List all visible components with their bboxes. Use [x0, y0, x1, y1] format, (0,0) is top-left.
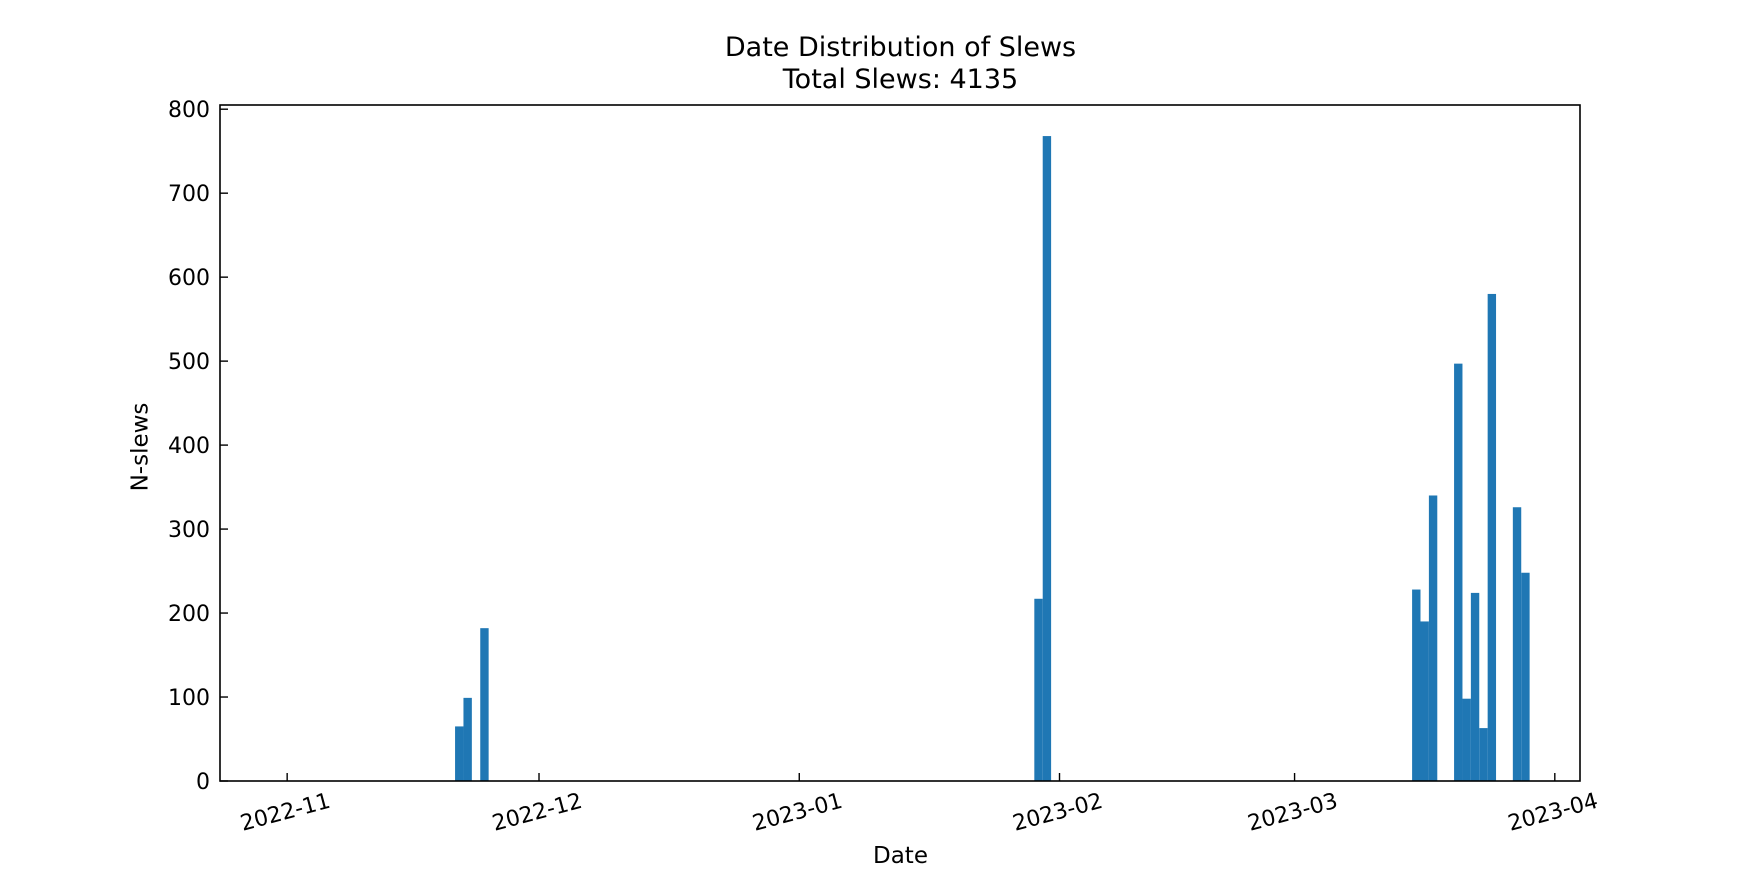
bar-2023-03-22 [1470, 592, 1480, 781]
bar-2023-03-28 [1521, 572, 1530, 781]
chart-subtitle: Total Slews: 4135 [782, 64, 1019, 95]
y-tick-label: 500 [168, 350, 210, 375]
y-axis-ticks: 0 100 200 300 400 500 600 700 800 [168, 98, 228, 795]
y-tick-label: 600 [168, 266, 210, 291]
y-tick-label: 100 [168, 686, 210, 711]
y-tick-label: 700 [168, 182, 210, 207]
bar-2023-03-17 [1428, 495, 1438, 781]
bar-2023-03-16 [1420, 621, 1429, 781]
bar-2022-11-21 [455, 726, 464, 781]
y-tick-label: 200 [168, 602, 210, 627]
x-tick-label: 2023-03 [1245, 789, 1340, 837]
bar-2023-03-27 [1512, 507, 1522, 781]
x-tick-label: 2022-11 [238, 789, 333, 837]
bar-2023-03-24 [1487, 293, 1497, 781]
bar-2022-11-24 [480, 628, 489, 781]
bar-2023-03-20 [1454, 363, 1463, 781]
x-axis-label: Date [873, 843, 928, 869]
bar-2023-01-30 [1042, 136, 1052, 781]
x-axis-ticks: 2022-11 2022-12 2023-01 2023-02 2023-03 2023-… [238, 773, 1601, 837]
bar-2023-03-21 [1462, 698, 1471, 781]
y-tick-label: 400 [168, 434, 210, 459]
x-tick-label: 2022-12 [490, 789, 585, 837]
y-tick-label: 0 [196, 770, 210, 795]
x-tick-label: 2023-04 [1506, 789, 1601, 837]
y-tick-label: 300 [168, 518, 210, 543]
bar-2023-01-29 [1034, 598, 1043, 781]
bars-group [455, 136, 1530, 781]
bar-2022-11-22 [463, 697, 472, 781]
bar-2023-03-15 [1412, 589, 1421, 781]
x-tick-label: 2023-02 [1010, 789, 1105, 837]
bar-2023-03-23 [1479, 728, 1488, 781]
y-tick-label: 800 [168, 98, 210, 123]
x-tick-label: 2023-01 [750, 789, 845, 837]
chart-title: Date Distribution of Slews [724, 32, 1077, 63]
plot-frame [219, 104, 1581, 782]
